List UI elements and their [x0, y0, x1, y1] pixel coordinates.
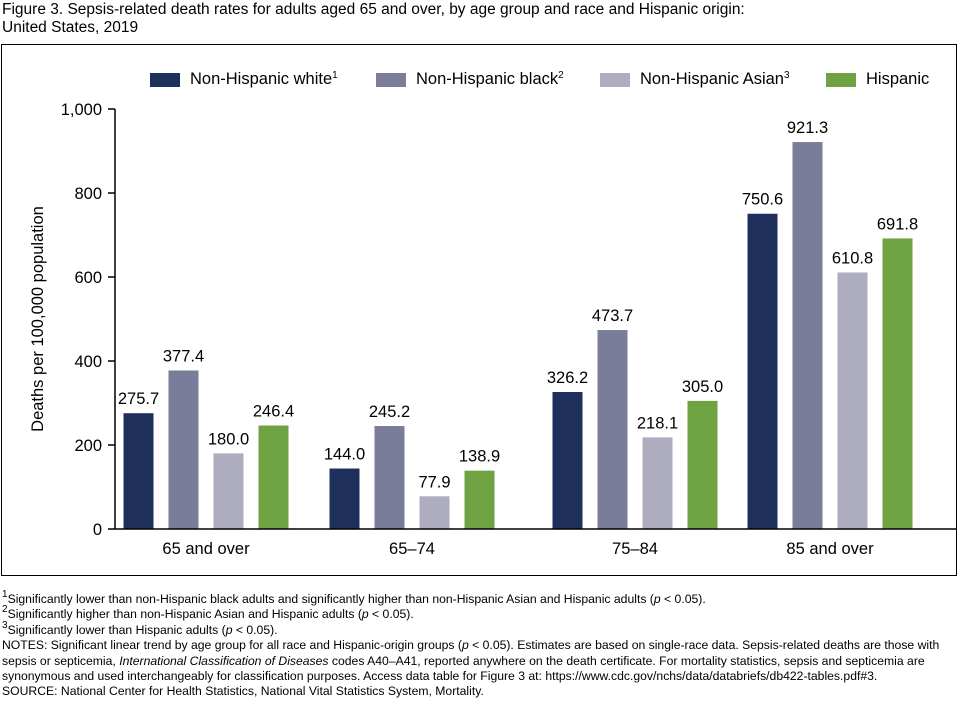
- x-category-label: 65 and over: [162, 540, 250, 558]
- y-tick-label: 400: [74, 353, 102, 371]
- legend-label-white: Non-Hispanic white1: [190, 70, 338, 88]
- x-category-label: 75–84: [612, 540, 658, 558]
- bar: [792, 142, 823, 529]
- bar: [464, 470, 495, 529]
- bar: [597, 330, 628, 529]
- bars: [123, 142, 913, 530]
- bar: [687, 400, 718, 529]
- bar: [882, 238, 913, 529]
- footnotes: 1Significantly lower than non-Hispanic b…: [2, 589, 952, 700]
- bar-value-label: 245.2: [369, 403, 410, 421]
- bar-value-label: 218.1: [637, 414, 678, 432]
- y-axis-title: Deaths per 100,000 population: [29, 206, 47, 432]
- y-tick-label: 0: [93, 521, 102, 539]
- x-category-label: 85 and over: [786, 540, 874, 558]
- bar: [837, 272, 868, 529]
- bar-value-label: 77.9: [418, 473, 450, 491]
- legend-swatch-white: [150, 73, 180, 87]
- bar: [419, 496, 450, 529]
- bar: [258, 425, 289, 529]
- x-category-label: 65–74: [389, 540, 435, 558]
- notes-paragraph: NOTES: Significant linear trend by age g…: [2, 638, 940, 684]
- bar: [747, 213, 778, 530]
- y-tick-label: 800: [74, 185, 102, 203]
- bar: [374, 426, 405, 529]
- bar-value-label: 377.4: [163, 347, 204, 365]
- bar-value-label: 305.0: [682, 378, 723, 396]
- bar-value-label: 610.8: [832, 249, 873, 267]
- figure-title-line1: Figure 3. Sepsis-related death rates for…: [2, 1, 745, 18]
- footnote-1: 1Significantly lower than non-Hispanic b…: [2, 589, 706, 607]
- legend-swatch-asian: [600, 73, 630, 87]
- bar-value-label: 326.2: [547, 369, 588, 387]
- figure-title-line2: United States, 2019: [2, 19, 139, 36]
- footnote-3: 3Significantly lower than Hispanic adult…: [2, 619, 278, 637]
- y-tick-label: 600: [74, 269, 102, 287]
- bar-value-label: 921.3: [787, 119, 828, 137]
- bar: [552, 391, 583, 529]
- legend-label-black: Non-Hispanic black2: [416, 70, 564, 88]
- bar-value-label: 473.7: [592, 307, 633, 325]
- figure-title: Figure 3. Sepsis-related death rates for…: [2, 1, 952, 37]
- bar: [213, 453, 244, 529]
- bar-value-label: 691.8: [877, 215, 918, 233]
- bar-value-label: 144.0: [324, 446, 365, 464]
- legend-label-hispanic: Hispanic: [866, 70, 930, 88]
- bar: [123, 413, 154, 529]
- chart-frame: Non-Hispanic white1 Non-Hispanic black2 …: [1, 44, 957, 576]
- bar: [329, 468, 360, 529]
- bar-value-label: 750.6: [742, 191, 783, 209]
- source-line: SOURCE: National Center for Health Stati…: [2, 684, 484, 699]
- bar: [168, 370, 199, 529]
- legend-swatch-black: [376, 73, 406, 87]
- x-axis: 65 and over 65–74 75–84 85 and over: [115, 528, 956, 558]
- bar-value-label: 138.9: [459, 448, 500, 466]
- bar-value-label: 275.7: [118, 390, 159, 408]
- bar: [642, 437, 673, 529]
- bar-value-label: 246.4: [253, 403, 294, 421]
- bar-chart: 0 200 400 600 800 1,000 Deaths per 100,000 pop…: [29, 101, 956, 558]
- footnote-2: 2Significantly higher than non-Hispanic …: [2, 604, 414, 622]
- y-axis: 0 200 400 600 800 1,000 Deaths per 100,000 pop…: [29, 101, 116, 539]
- legend-swatch-hispanic: [826, 73, 856, 87]
- bar-value-label: 180.0: [208, 430, 249, 448]
- y-tick-label: 1,000: [61, 101, 102, 119]
- legend-label-asian: Non-Hispanic Asian3: [640, 70, 790, 88]
- y-tick-label: 200: [74, 437, 102, 455]
